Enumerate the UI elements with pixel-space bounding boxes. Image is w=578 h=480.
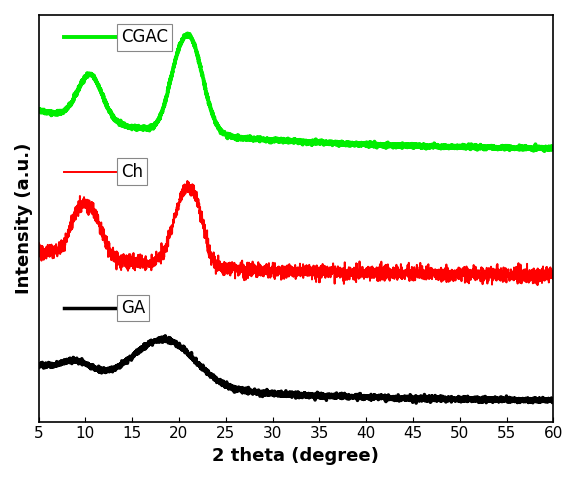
Text: CGAC: CGAC bbox=[121, 28, 168, 47]
X-axis label: 2 theta (degree): 2 theta (degree) bbox=[213, 447, 379, 465]
Y-axis label: Intensity (a.u.): Intensity (a.u.) bbox=[15, 143, 33, 294]
Text: GA: GA bbox=[121, 299, 145, 317]
Text: Ch: Ch bbox=[121, 163, 143, 180]
